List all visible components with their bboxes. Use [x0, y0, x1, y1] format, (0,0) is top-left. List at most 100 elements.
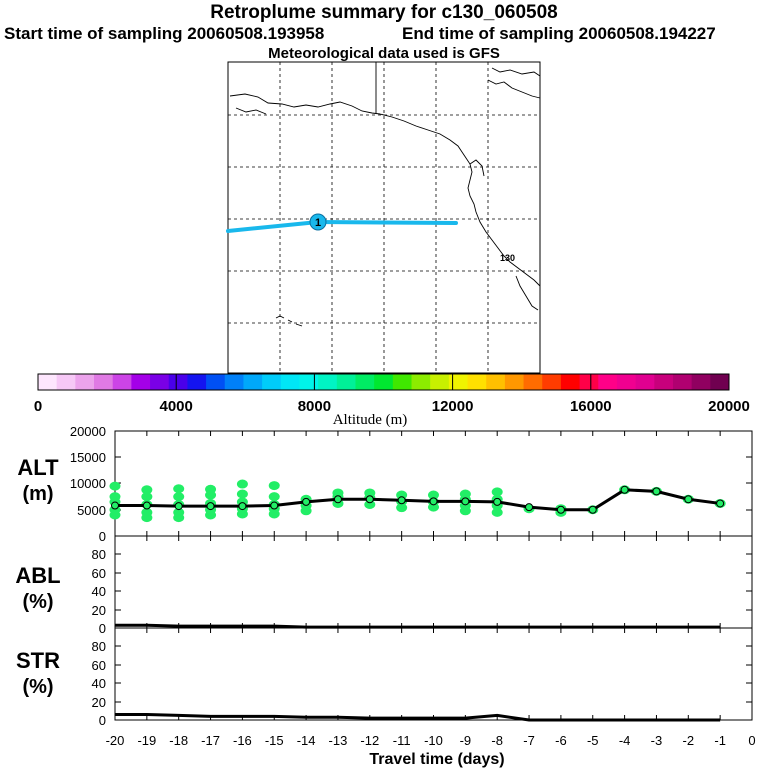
colorbar-swatch [336, 374, 356, 390]
particle-dot [396, 490, 408, 500]
particle-dot [205, 484, 217, 494]
alt-mean-point [525, 503, 534, 512]
colorbar-swatch [672, 374, 693, 390]
alt-mean-point [461, 497, 470, 506]
alt-mean-point [620, 485, 629, 494]
alt-mean-point [206, 502, 215, 511]
str-ytick-label: 40 [92, 676, 106, 691]
alt-mean-point [652, 487, 661, 496]
colorbar-swatch [654, 374, 674, 390]
alt-ytick-label: 0 [99, 529, 106, 544]
alt-mean-point [302, 497, 311, 506]
abl-ytick-label: 60 [92, 566, 106, 581]
particle-dot [364, 500, 376, 509]
colorbar-swatch [280, 374, 300, 390]
particle-dot [364, 488, 376, 498]
x-axis-label: Travel time (days) [369, 751, 504, 768]
colorbar-swatch [486, 374, 506, 390]
met-data-source: Meteorological data used is GFS [268, 45, 500, 62]
str-series-line [115, 712, 721, 722]
particle-dot [491, 487, 503, 497]
colorbar-swatch [355, 374, 375, 390]
str-ytick-label: 20 [92, 695, 106, 710]
colorbar-swatch [262, 374, 282, 390]
colorbar-tick-label: 20000 [708, 398, 750, 415]
colorbar-swatch [374, 374, 394, 390]
colorbar-swatch [579, 374, 599, 390]
colorbar-swatch [710, 374, 730, 390]
alt-mean-point [588, 505, 597, 514]
xtick-label: -1 [714, 733, 726, 748]
alt-series-line [115, 488, 721, 512]
xtick-label: -16 [233, 733, 252, 748]
colorbar-swatch [318, 374, 338, 390]
alt-mean-point [238, 502, 247, 511]
chart-title: Retroplume summary for c130_060508 [210, 2, 558, 23]
retroplume-map: 1 130 [226, 61, 541, 374]
alt-panel-label: ALT [17, 455, 59, 480]
sampling-location-marker [309, 213, 327, 231]
time-series-panels: 20000 15000 10000 5000 0 ALT (m) 80 60 40 20 0 ABL (%… [15, 424, 755, 768]
colorbar-swatch [243, 374, 263, 390]
colorbar-swatch [168, 374, 188, 390]
colorbar-tick-label: 16000 [570, 398, 612, 415]
alt-mean-point [493, 497, 502, 506]
xtick-label: -9 [460, 733, 472, 748]
colorbar-swatch [299, 374, 319, 390]
colorbar-swatch [616, 374, 637, 390]
particle-dot [396, 503, 408, 513]
alt-panel-frame [114, 430, 753, 537]
start-sampling-time: Start time of sampling 20060508.193958 [4, 24, 325, 43]
xtick-label: -15 [265, 733, 284, 748]
alt-mean-point [684, 495, 693, 504]
colorbar-swatch [430, 374, 450, 390]
abl-series-line [115, 623, 721, 629]
particle-dot [236, 489, 248, 499]
colorbar-swatch [523, 374, 543, 390]
particle-dot [268, 492, 280, 502]
str-ytick-label: 80 [92, 639, 106, 654]
particle-dot [173, 484, 185, 494]
alt-mean-point [270, 501, 279, 510]
xtick-label: -14 [297, 733, 316, 748]
alt-ytick-label: 15000 [70, 450, 106, 465]
xtick-label: -3 [651, 733, 663, 748]
str-panel-unit: (%) [22, 676, 53, 698]
colorbar-swatch [38, 374, 58, 390]
colorbar-swatch [224, 374, 244, 390]
particle-dot [491, 507, 503, 517]
colorbar-swatch [467, 374, 487, 390]
alt-mean-point [716, 499, 725, 508]
colorbar-swatch [187, 374, 207, 390]
abl-panel-unit: (%) [22, 591, 53, 613]
colorbar-swatch [150, 374, 170, 390]
particle-dot [268, 481, 280, 491]
alt-mean-point [142, 501, 151, 510]
particle-dot [332, 488, 344, 498]
colorbar-swatch [131, 374, 151, 390]
city-label: 130 [500, 253, 515, 263]
xtick-label: -7 [523, 733, 535, 748]
particle-dot [141, 507, 153, 517]
abl-ytick-label: 20 [92, 603, 106, 618]
xtick-label: -19 [137, 733, 156, 748]
xtick-label: -11 [393, 733, 411, 748]
alt-mean-point [365, 495, 374, 504]
particle-dot [173, 507, 185, 517]
xtick-label: -10 [424, 733, 443, 748]
abl-ytick-label: 40 [92, 584, 106, 599]
str-ytick-label: 60 [92, 658, 106, 673]
colorbar-swatch [560, 374, 581, 390]
colorbar-tick-label: 12000 [432, 398, 474, 415]
abl-panel-label: ABL [15, 563, 60, 588]
colorbar-tick-label: 4000 [160, 398, 193, 415]
xtick-label: -2 [683, 733, 695, 748]
xtick-label: -18 [169, 733, 188, 748]
colorbar-swatch [504, 374, 525, 390]
xtick-label: -20 [106, 733, 125, 748]
colorbar-swatch [94, 374, 114, 390]
particle-dot [428, 490, 439, 500]
abl-ytick-label: 80 [92, 547, 106, 562]
xtick-label: 0 [748, 733, 755, 748]
colorbar-swatch [75, 374, 95, 390]
